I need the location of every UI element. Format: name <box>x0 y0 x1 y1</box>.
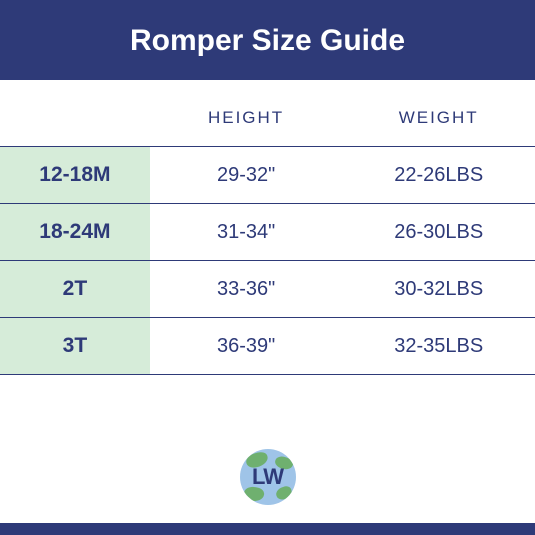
cell-size: 2T <box>0 261 150 318</box>
col-header-size <box>0 80 150 147</box>
table-row: 2T 33-36" 30-32LBS <box>0 261 535 318</box>
cell-size: 3T <box>0 318 150 375</box>
logo-wrap: LW <box>0 427 535 523</box>
cell-height: 29-32" <box>150 147 343 204</box>
table-row: 18-24M 31-34" 26-30LBS <box>0 204 535 261</box>
brand-logo: LW <box>240 449 296 505</box>
logo-text: LW <box>252 464 283 490</box>
table-header-row: HEIGHT WEIGHT <box>0 80 535 147</box>
size-table: HEIGHT WEIGHT 12-18M 29-32" 22-26LBS 18-… <box>0 80 535 375</box>
page-title: Romper Size Guide <box>0 0 535 80</box>
cell-height: 33-36" <box>150 261 343 318</box>
size-table-wrap: HEIGHT WEIGHT 12-18M 29-32" 22-26LBS 18-… <box>0 80 535 427</box>
col-header-weight: WEIGHT <box>342 80 535 147</box>
cell-height: 36-39" <box>150 318 343 375</box>
footer-bar <box>0 523 535 535</box>
cell-weight: 26-30LBS <box>342 204 535 261</box>
cell-weight: 22-26LBS <box>342 147 535 204</box>
cell-size: 12-18M <box>0 147 150 204</box>
table-row: 3T 36-39" 32-35LBS <box>0 318 535 375</box>
cell-weight: 32-35LBS <box>342 318 535 375</box>
cell-height: 31-34" <box>150 204 343 261</box>
cell-size: 18-24M <box>0 204 150 261</box>
table-row: 12-18M 29-32" 22-26LBS <box>0 147 535 204</box>
cell-weight: 30-32LBS <box>342 261 535 318</box>
col-header-height: HEIGHT <box>150 80 343 147</box>
